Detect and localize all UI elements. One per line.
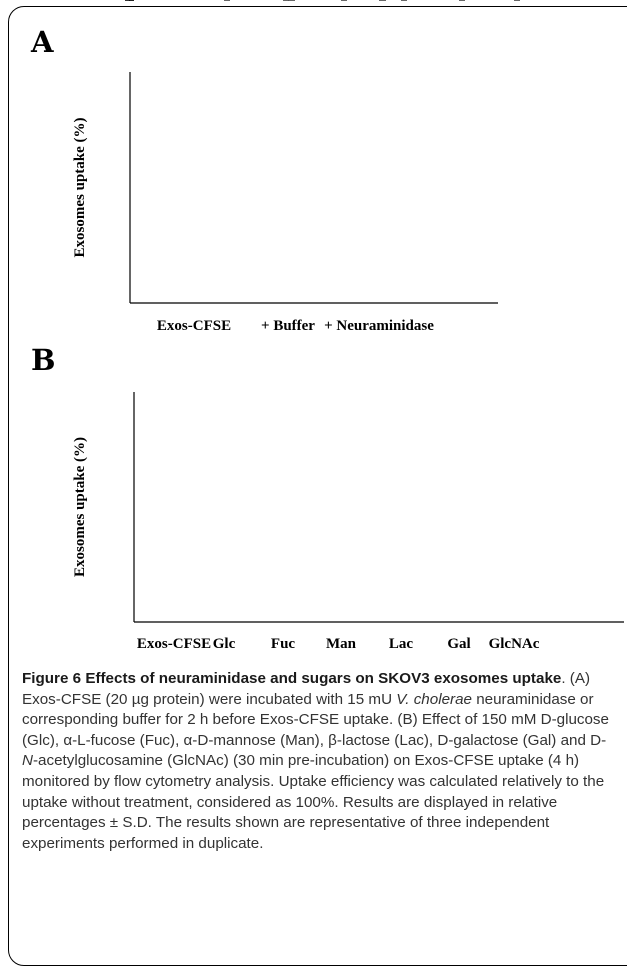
chart-a-category-label: + Buffer [261, 318, 315, 334]
panel-label-a: A [30, 25, 54, 59]
chart-b-y-tick-label: 100 [106, 0, 126, 3]
chart-a-y-tick-label: 50 [108, 0, 121, 3]
chart-b-y-tick-label: 80 [112, 0, 125, 3]
chart-b-y-axis-label: Exosomes uptake (%) [72, 437, 88, 577]
panel-label-b: B [31, 343, 56, 377]
chart-a-y-tick-label: 150 [102, 0, 122, 3]
caption-text-1: . (A) Exos-CFSE (20 µg protein) were inc… [22, 670, 591, 708]
chart-b-category-label: GlcNAc [489, 636, 540, 652]
figure-svg: A 050100150 Exosomes uptake (%) Exos-CFSE +… [30, 0, 624, 652]
chart-b-y-tick-label: 20 [112, 0, 125, 3]
chart-a: 050100150 Exosomes uptake (%) Exos-CFSE + B… [72, 0, 498, 334]
chart-b-category-label: Gal [447, 636, 470, 652]
chart-b-y-tick-label: 60 [112, 0, 125, 3]
chart-b-category-label: Lac [389, 636, 414, 652]
chart-b-y-tick-label: 40 [112, 0, 125, 3]
caption-italic-1: V. cholerae [396, 690, 472, 708]
caption-figure-number: Figure 6 [22, 670, 82, 687]
chart-b-category-label: Glc [213, 636, 236, 652]
caption-italic-2: N [22, 752, 33, 770]
chart-b: 020406080100 Exosomes uptake (%) Exos-CFSE… [72, 0, 624, 652]
chart-a-category-label: + Neuraminidase [324, 318, 434, 334]
chart-a-y-axis-label: Exosomes uptake (%) [72, 117, 88, 257]
figure-caption: Figure 6 Effects of neuraminidase and su… [22, 669, 622, 854]
caption-text-3: -acetylglucosamine (GlcNAc) (30 min pre-… [22, 752, 605, 852]
chart-b-category-label: Exos-CFSE [137, 636, 211, 652]
chart-a-y-tick-label: 100 [102, 0, 122, 3]
caption-text-2: neuraminidase or corresponding buffer fo… [22, 690, 609, 749]
caption-title: Effects of neuraminidase and sugars on S… [85, 670, 562, 687]
chart-b-y-tick-label: 0 [119, 0, 126, 3]
chart-b-category-label: Fuc [271, 636, 296, 652]
chart-a-y-tick-label: 0 [115, 0, 122, 3]
chart-b-category-label: Man [326, 636, 357, 652]
chart-a-category-label: Exos-CFSE [157, 318, 231, 334]
